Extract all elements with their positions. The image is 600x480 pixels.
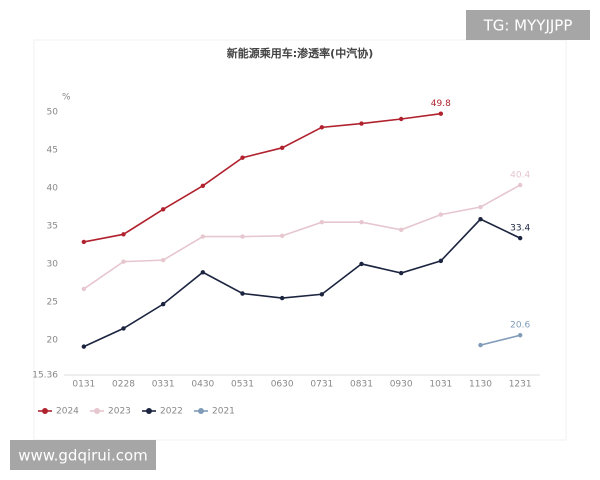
series-line <box>83 218 521 348</box>
point <box>160 207 166 212</box>
chart-title: 新能源乘用车:渗透率(中汽协) <box>227 46 373 60</box>
x-tick-label: 0930 <box>390 380 413 390</box>
point <box>279 145 285 151</box>
x-tick-label: 0228 <box>112 380 135 390</box>
point <box>121 259 126 264</box>
y-unit: % <box>62 93 71 103</box>
x-tick-label: 0131 <box>72 380 95 390</box>
point <box>359 121 364 126</box>
point <box>517 235 523 241</box>
point <box>319 219 325 225</box>
point <box>478 216 483 222</box>
point <box>121 232 126 237</box>
x-tick-label: 1130 <box>469 380 492 390</box>
point <box>319 292 325 297</box>
point <box>200 234 206 239</box>
series-line <box>480 334 521 346</box>
point <box>200 183 206 188</box>
point <box>121 326 126 331</box>
y-tick-label: 40 <box>47 184 59 194</box>
x-tick-label: 0430 <box>191 380 214 390</box>
x-tick-label: 0731 <box>310 380 333 390</box>
x-tick-label: 0531 <box>231 380 254 390</box>
point <box>438 212 444 217</box>
point <box>200 270 206 275</box>
watermark: TG: MYYJJPP <box>483 17 573 35</box>
watermark-box <box>10 440 156 470</box>
y-tick-label: 25 <box>47 297 58 307</box>
chart-card <box>33 39 567 441</box>
point <box>160 257 166 263</box>
point <box>517 333 523 338</box>
data-label: 40.4 <box>510 171 530 181</box>
legend-label: 2021 <box>212 407 235 417</box>
legend-label: 2023 <box>108 407 131 417</box>
point <box>438 111 444 116</box>
x-tick-label: 0630 <box>271 380 294 390</box>
point <box>478 342 483 348</box>
point <box>279 233 285 239</box>
point <box>240 291 245 296</box>
y-tick-label: 45 <box>47 146 58 156</box>
legend-marker <box>198 408 204 414</box>
series-line <box>83 184 521 290</box>
point <box>160 301 166 307</box>
point <box>398 227 404 232</box>
watermark: www.gdqirui.com <box>18 447 148 465</box>
legend-label: 2022 <box>160 407 183 417</box>
y-tick-label: 15.36 <box>32 371 58 381</box>
point <box>81 286 87 292</box>
point <box>319 125 325 130</box>
point <box>279 295 285 301</box>
legend-marker <box>146 408 152 414</box>
point <box>240 234 245 239</box>
y-tick-label: 30 <box>47 259 59 269</box>
point <box>81 344 87 349</box>
x-tick-label: 1031 <box>429 380 452 390</box>
data-label: 49.8 <box>431 99 451 109</box>
point <box>359 261 364 267</box>
point <box>359 219 364 225</box>
point <box>398 116 404 122</box>
point <box>478 204 483 210</box>
y-tick-label: 20 <box>47 335 59 345</box>
x-tick-label: 0331 <box>152 380 175 390</box>
x-tick-label: 1231 <box>509 380 532 390</box>
point <box>438 258 444 264</box>
x-tick-label: 0831 <box>350 380 373 390</box>
point <box>81 239 87 245</box>
series-line <box>83 112 441 243</box>
y-tick-label: 50 <box>47 108 59 118</box>
watermark-box <box>466 10 590 40</box>
data-label: 20.6 <box>510 321 530 331</box>
point <box>517 182 523 188</box>
y-tick-label: 35 <box>47 221 58 231</box>
legend-marker <box>94 408 100 414</box>
legend-label: 2024 <box>56 407 79 417</box>
point <box>398 270 404 276</box>
legend-marker <box>42 408 48 414</box>
data-label: 33.4 <box>510 224 530 234</box>
point <box>240 155 245 160</box>
